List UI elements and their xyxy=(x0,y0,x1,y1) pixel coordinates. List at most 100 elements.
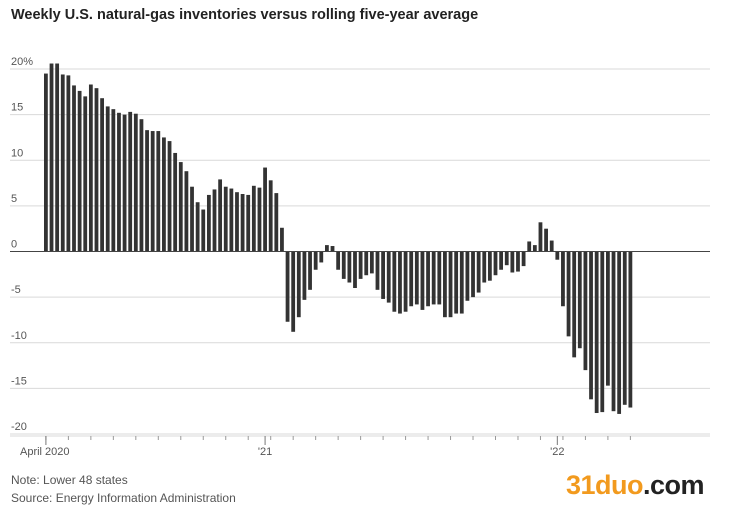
bar xyxy=(341,251,346,279)
bar xyxy=(538,222,543,252)
bar xyxy=(375,251,380,290)
y-tick-label: 10 xyxy=(11,147,23,159)
gridlines xyxy=(10,68,710,435)
bar xyxy=(94,88,99,252)
bar xyxy=(156,131,161,252)
bar xyxy=(285,251,290,322)
bar xyxy=(206,194,211,252)
bar xyxy=(77,90,82,252)
bar xyxy=(459,251,464,314)
chart-title: Weekly U.S. natural-gas inventories vers… xyxy=(11,7,479,23)
bar xyxy=(100,98,104,252)
bar xyxy=(308,251,312,290)
bar xyxy=(482,251,487,283)
bar xyxy=(274,193,279,252)
y-tick-label: 5 xyxy=(11,193,17,205)
bar xyxy=(280,227,284,252)
watermark-suffix: .com xyxy=(643,470,705,500)
bar xyxy=(583,251,588,371)
bar xyxy=(167,141,172,252)
bar xyxy=(268,180,273,252)
x-axis-ticks: April 2020 '21 '22 xyxy=(10,435,710,458)
bar xyxy=(622,251,627,405)
bar xyxy=(465,251,470,301)
bar xyxy=(392,251,397,312)
bar xyxy=(44,73,48,252)
bar xyxy=(454,251,459,314)
bar xyxy=(257,187,262,252)
bar xyxy=(594,251,599,414)
x-tick-label: '22 xyxy=(550,446,564,458)
bar xyxy=(235,192,239,252)
bar xyxy=(420,251,425,310)
bar xyxy=(60,74,65,252)
bar xyxy=(302,251,307,300)
bar xyxy=(471,251,475,298)
bar xyxy=(325,245,329,252)
bar xyxy=(448,251,453,318)
bar xyxy=(414,251,419,305)
bar xyxy=(122,114,127,252)
bar xyxy=(493,251,498,276)
bars xyxy=(10,63,710,414)
bar xyxy=(499,251,504,270)
y-tick-label: 0 xyxy=(11,239,17,251)
bar xyxy=(437,251,442,305)
bar xyxy=(111,109,116,252)
bar xyxy=(516,251,520,272)
x-tick-label: '21 xyxy=(258,446,272,458)
bar xyxy=(611,251,616,412)
bar xyxy=(403,251,408,312)
bar xyxy=(55,63,60,252)
bar xyxy=(589,251,593,400)
bar xyxy=(145,130,149,252)
y-tick-label: -20 xyxy=(11,421,27,433)
y-tick-label: 15 xyxy=(11,102,23,114)
bar xyxy=(291,251,296,332)
bar xyxy=(504,251,509,266)
bar xyxy=(178,162,183,252)
bar xyxy=(212,189,217,252)
bar xyxy=(173,152,178,252)
bar xyxy=(218,179,223,252)
bar xyxy=(223,186,228,252)
bar xyxy=(443,251,447,318)
bar xyxy=(240,194,245,252)
bar xyxy=(358,251,363,279)
bar xyxy=(128,111,133,252)
bar xyxy=(190,186,194,252)
bar xyxy=(381,251,385,299)
bar xyxy=(105,106,110,252)
bar xyxy=(600,251,605,413)
bar xyxy=(83,96,88,252)
bar xyxy=(195,202,200,252)
bar xyxy=(319,251,324,263)
bar xyxy=(487,251,492,281)
bar xyxy=(229,188,234,252)
watermark-logo: 31duo.com xyxy=(566,470,705,501)
bar xyxy=(117,112,121,252)
bar xyxy=(347,251,352,283)
bar xyxy=(251,185,256,252)
y-tick-label: 20% xyxy=(11,56,33,68)
bar xyxy=(296,251,301,318)
bar xyxy=(369,251,374,274)
watermark-number: 31duo xyxy=(566,470,644,500)
bar xyxy=(510,251,515,273)
bar xyxy=(521,251,526,267)
bar xyxy=(201,209,206,252)
bar xyxy=(532,245,537,252)
bar xyxy=(88,84,93,252)
y-tick-label: -5 xyxy=(11,284,21,296)
y-tick-label: -15 xyxy=(11,375,27,387)
bar xyxy=(628,251,633,408)
bar xyxy=(606,251,610,386)
bar xyxy=(364,251,369,276)
bar xyxy=(133,113,138,252)
bar xyxy=(426,251,430,307)
bar xyxy=(577,251,582,349)
bar xyxy=(527,241,532,252)
bar xyxy=(184,171,189,252)
bar xyxy=(162,137,166,252)
